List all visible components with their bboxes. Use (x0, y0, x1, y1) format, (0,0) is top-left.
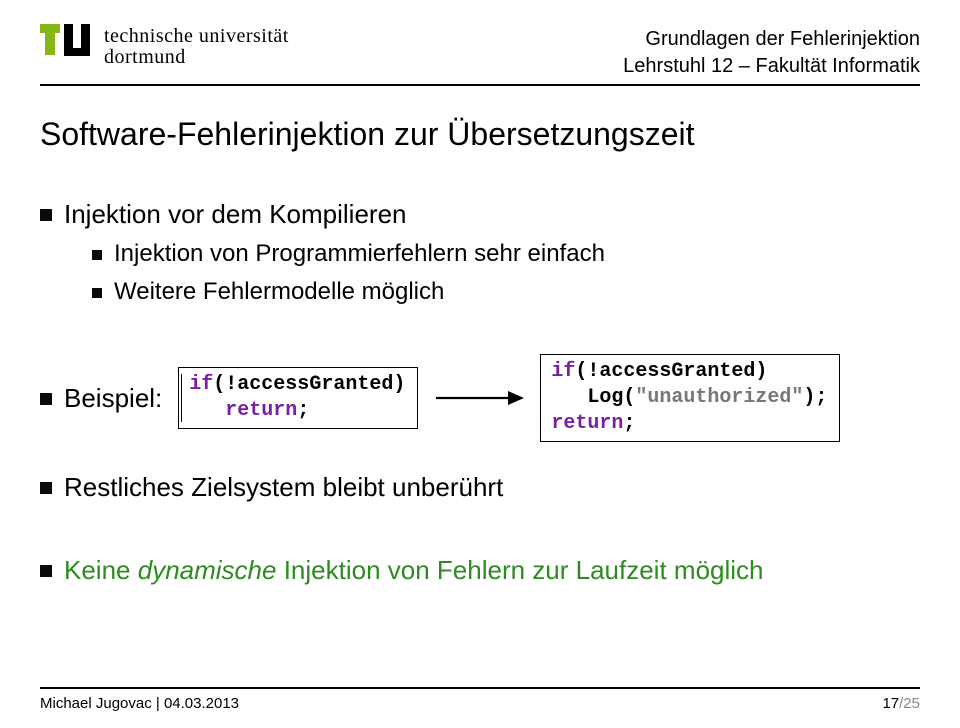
bullet-1-sub-1: Injektion von Programmierfehlern sehr ei… (92, 240, 920, 268)
code-log-end: ); (803, 386, 827, 409)
footer-page: 17/25 (882, 695, 920, 712)
example-row: Beispiel: if(!accessGranted) return; if(… (40, 354, 920, 442)
code-kw-return: return (225, 399, 297, 422)
code-cond: (!accessGranted) (575, 360, 767, 383)
bullet-3: Restliches Zielsystem bleibt unberührt (40, 472, 920, 503)
tu-logo: technische universität dortmund (40, 24, 289, 68)
example-label: Beispiel: (64, 383, 162, 414)
bullet-4-italic: dynamische (138, 555, 277, 585)
slide-header: technische universität dortmund Grundlag… (40, 24, 920, 86)
bullet-4-text: Keine dynamische Injektion von Fehlern z… (64, 555, 764, 586)
bullet-marker (92, 250, 102, 260)
bullet-1-sub-2: Weitere Fehlermodelle möglich (92, 278, 920, 306)
bullet-list-2: Restliches Zielsystem bleibt unberührt (40, 472, 920, 503)
code-log: Log( (551, 386, 635, 409)
arrow-icon (434, 388, 524, 408)
code-string: "unauthorized" (635, 386, 803, 409)
bullet-1-sub-1-text: Injektion von Programmierfehlern sehr ei… (114, 240, 605, 268)
bullet-marker (92, 288, 102, 298)
bullet-1-sublist: Injektion von Programmierfehlern sehr ei… (40, 240, 920, 306)
bullet-3-text: Restliches Zielsystem bleibt unberührt (64, 472, 503, 503)
logo-line-1: technische universität (104, 26, 289, 47)
code-cond: (!accessGranted) (213, 373, 405, 396)
slide-title: Software-Fehlerinjektion zur Übersetzung… (40, 116, 920, 153)
code-semi: ; (297, 399, 309, 422)
footer-author: Michael Jugovac | 04.03.2013 (40, 695, 239, 712)
bullet-1: Injektion vor dem Kompilieren (40, 199, 920, 230)
bullet-marker (40, 482, 52, 494)
header-right-line-2: Lehrstuhl 12 – Fakultät Informatik (623, 53, 920, 80)
header-right-line-1: Grundlagen der Fehlerinjektion (623, 26, 920, 53)
page-current: 17 (882, 695, 899, 712)
tu-logo-icon (40, 24, 100, 68)
bullet-4: Keine dynamische Injektion von Fehlern z… (40, 555, 920, 586)
bullet-marker (40, 565, 52, 577)
code-box-after: if(!accessGranted) Log("unauthorized"); … (540, 354, 840, 442)
bullet-1-sub-2-text: Weitere Fehlermodelle möglich (114, 278, 444, 306)
code-semi: ; (623, 412, 635, 435)
bullet-example: Beispiel: (40, 383, 162, 414)
bullet-list-3: Keine dynamische Injektion von Fehlern z… (40, 555, 920, 586)
slide-footer: Michael Jugovac | 04.03.2013 17/25 (40, 687, 920, 712)
bullet-list: Injektion vor dem Kompilieren Injektion … (40, 199, 920, 306)
bullet-4-suffix: Injektion von Fehlern zur Laufzeit mögli… (276, 555, 763, 585)
code-kw-if: if (189, 373, 213, 396)
logo-line-2: dortmund (104, 47, 289, 68)
code-box-before: if(!accessGranted) return; (178, 367, 418, 429)
bullet-marker (40, 393, 52, 405)
bullet-4-prefix: Keine (64, 555, 138, 585)
bullet-1-text: Injektion vor dem Kompilieren (64, 199, 407, 230)
header-right: Grundlagen der Fehlerinjektion Lehrstuhl… (623, 26, 920, 80)
bullet-marker (40, 209, 52, 221)
code-kw-return: return (551, 412, 623, 435)
tu-logo-text: technische universität dortmund (104, 26, 289, 68)
page-total: /25 (899, 695, 920, 712)
code-kw-if: if (551, 360, 575, 383)
